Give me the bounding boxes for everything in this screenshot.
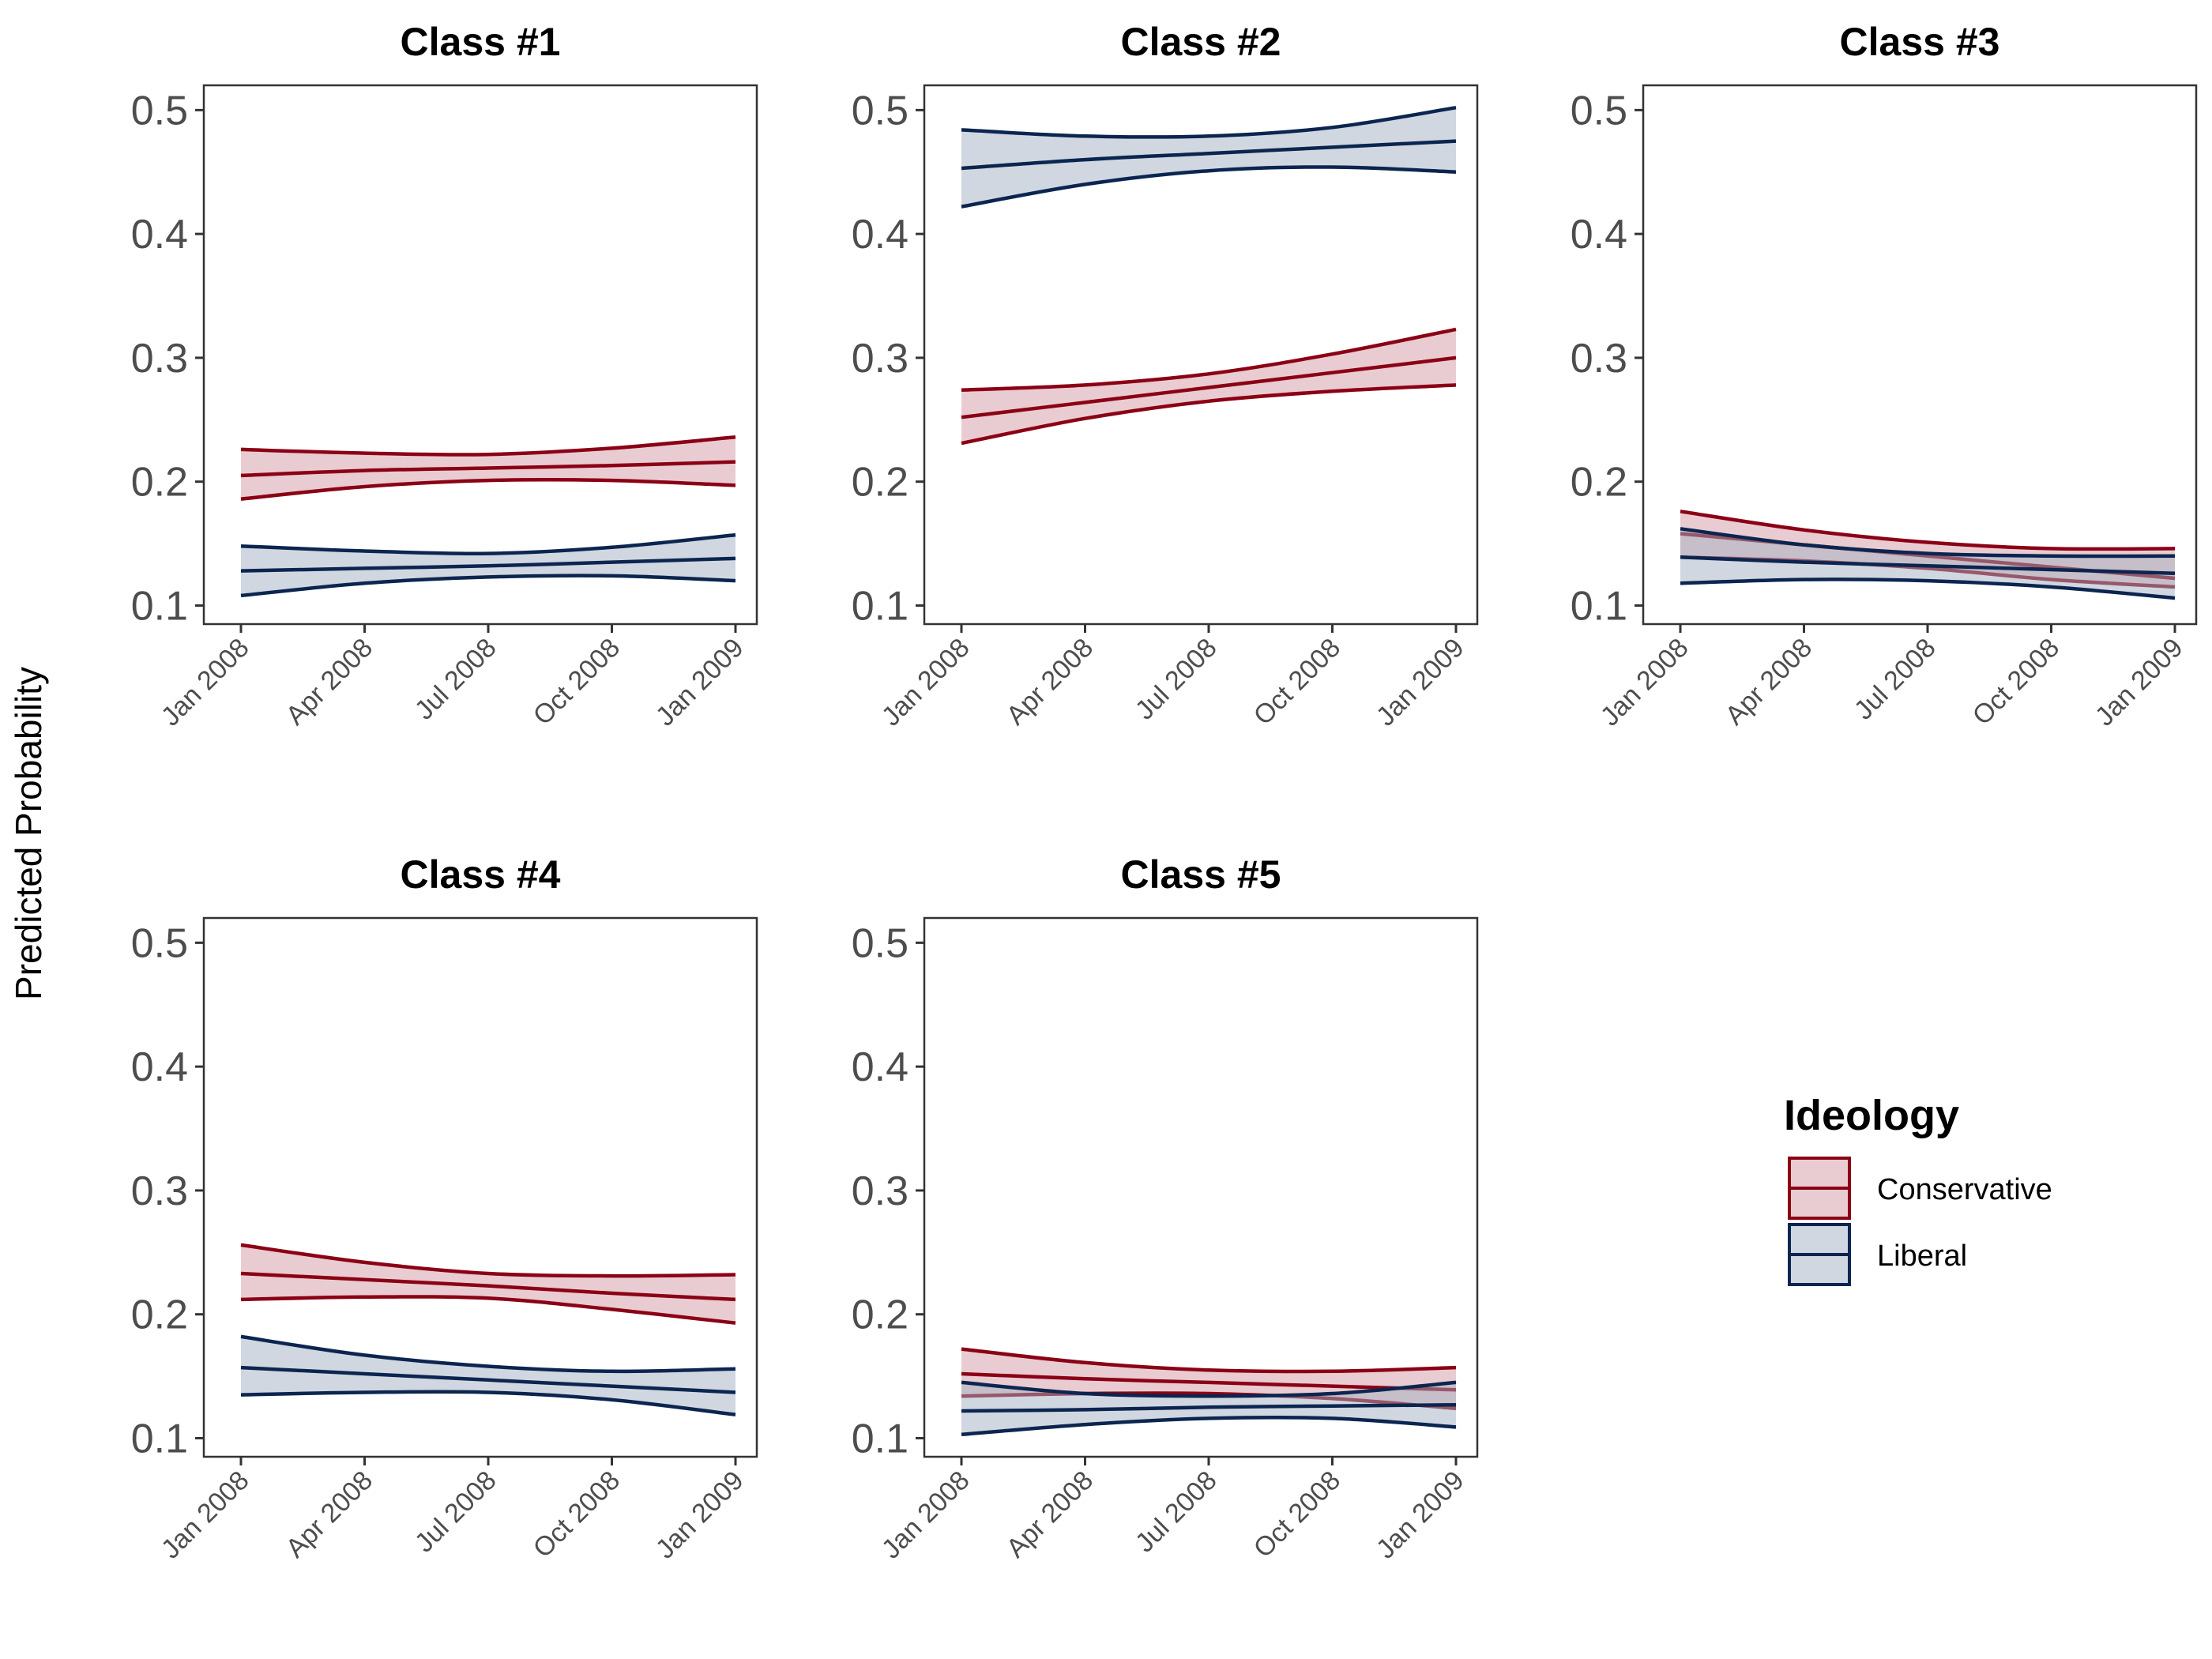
series-liberal — [240, 1334, 736, 1416]
panel-border — [923, 916, 1479, 1458]
legend-label-liberal: Liberal — [1877, 1240, 1967, 1273]
conservative-lower-bound-line — [961, 383, 1457, 446]
y-tick-label: 0.1 — [852, 583, 908, 629]
y-tick-label: 0.2 — [852, 1292, 908, 1338]
liberal-upper-bound-line — [240, 1334, 736, 1374]
series-conservative — [240, 1243, 736, 1325]
conservative-upper-bound-line — [240, 1243, 736, 1278]
series-conservative — [240, 435, 736, 501]
y-tick-label: 0.5 — [852, 88, 908, 134]
y-tick-label: 0.2 — [1571, 460, 1627, 506]
y-tick-label: 0.3 — [852, 336, 908, 382]
confidence-band-conservative — [241, 1244, 735, 1323]
liberal-upper-bound-line — [1680, 527, 2176, 559]
liberal-lower-bound-line — [1680, 577, 2176, 600]
y-tick-label: 0.2 — [852, 460, 908, 506]
panel-border — [202, 84, 758, 626]
liberal-fit-line — [240, 556, 736, 573]
panel-title: Class #3 — [1840, 20, 2000, 64]
series-conservative — [961, 327, 1457, 446]
y-tick-label: 0.5 — [1571, 88, 1627, 134]
panel-border — [1642, 84, 2198, 626]
series-liberal — [1680, 527, 2176, 600]
liberal-lower-bound-line — [240, 1390, 736, 1416]
conservative-fit-line — [961, 1371, 1457, 1392]
liberal-upper-bound-line — [240, 532, 736, 556]
liberal-lower-bound-line — [961, 165, 1457, 209]
legend: Ideology Conservative Liberal — [1784, 1092, 2052, 1286]
legend-label-conservative: Conservative — [1877, 1173, 2052, 1206]
y-tick-label: 0.4 — [131, 212, 188, 258]
legend-title: Ideology — [1784, 1092, 1959, 1139]
y-tick-label: 0.3 — [131, 1168, 188, 1214]
series-liberal — [240, 532, 736, 598]
liberal-fit-line — [240, 1365, 736, 1394]
legend-item-conservative: Conservative — [1788, 1157, 2052, 1220]
conservative-upper-bound-line — [961, 1347, 1457, 1374]
panel-title: Class #5 — [1121, 852, 1281, 897]
conservative-lower-bound-line — [240, 1295, 736, 1325]
panel-border — [923, 84, 1479, 626]
y-tick-label: 0.5 — [131, 88, 188, 134]
y-tick-label: 0.5 — [852, 920, 908, 966]
liberal-upper-bound-line — [961, 1380, 1457, 1398]
y-tick-label: 0.2 — [131, 1292, 188, 1338]
y-tick-label: 0.2 — [131, 460, 188, 506]
y-tick-label: 0.3 — [131, 336, 188, 382]
y-tick-label: 0.4 — [852, 212, 908, 258]
panel-title: Class #1 — [401, 20, 561, 64]
liberal-fit-line — [1680, 555, 2176, 575]
y-tick-label: 0.4 — [852, 1044, 908, 1090]
legend-item-liberal: Liberal — [1788, 1223, 1967, 1286]
series-liberal — [961, 1380, 1457, 1437]
y-tick-label: 0.3 — [1571, 336, 1627, 382]
y-tick-label: 0.4 — [1571, 212, 1627, 258]
conservative-fit-line — [961, 356, 1457, 419]
y-tick-label: 0.1 — [131, 1416, 188, 1462]
y-tick-label: 0.5 — [131, 920, 188, 966]
conservative-lower-bound-line — [240, 477, 736, 501]
panel-border — [202, 916, 758, 1458]
y-tick-label: 0.1 — [131, 583, 188, 629]
panel-title: Class #2 — [1121, 20, 1281, 64]
liberal-upper-bound-line — [961, 105, 1457, 139]
conservative-upper-bound-line — [1680, 510, 2176, 551]
y-tick-label: 0.1 — [1571, 583, 1627, 629]
liberal-fit-line — [961, 1402, 1457, 1413]
y-tick-label: 0.1 — [852, 1416, 908, 1462]
liberal-fit-line — [961, 139, 1457, 171]
conservative-fit-line — [240, 1271, 736, 1302]
y-tick-label: 0.3 — [852, 1168, 908, 1214]
liberal-lower-bound-line — [961, 1415, 1457, 1437]
y-tick-label: 0.4 — [131, 1044, 188, 1090]
y-axis-label: Predicted Probability — [8, 667, 49, 1000]
confidence-band-liberal — [961, 107, 1456, 207]
panel-title: Class #4 — [401, 852, 561, 897]
conservative-upper-bound-line — [240, 435, 736, 457]
liberal-lower-bound-line — [240, 574, 736, 598]
series-liberal — [961, 105, 1457, 209]
conservative-upper-bound-line — [961, 327, 1457, 392]
conservative-fit-line — [240, 460, 736, 478]
